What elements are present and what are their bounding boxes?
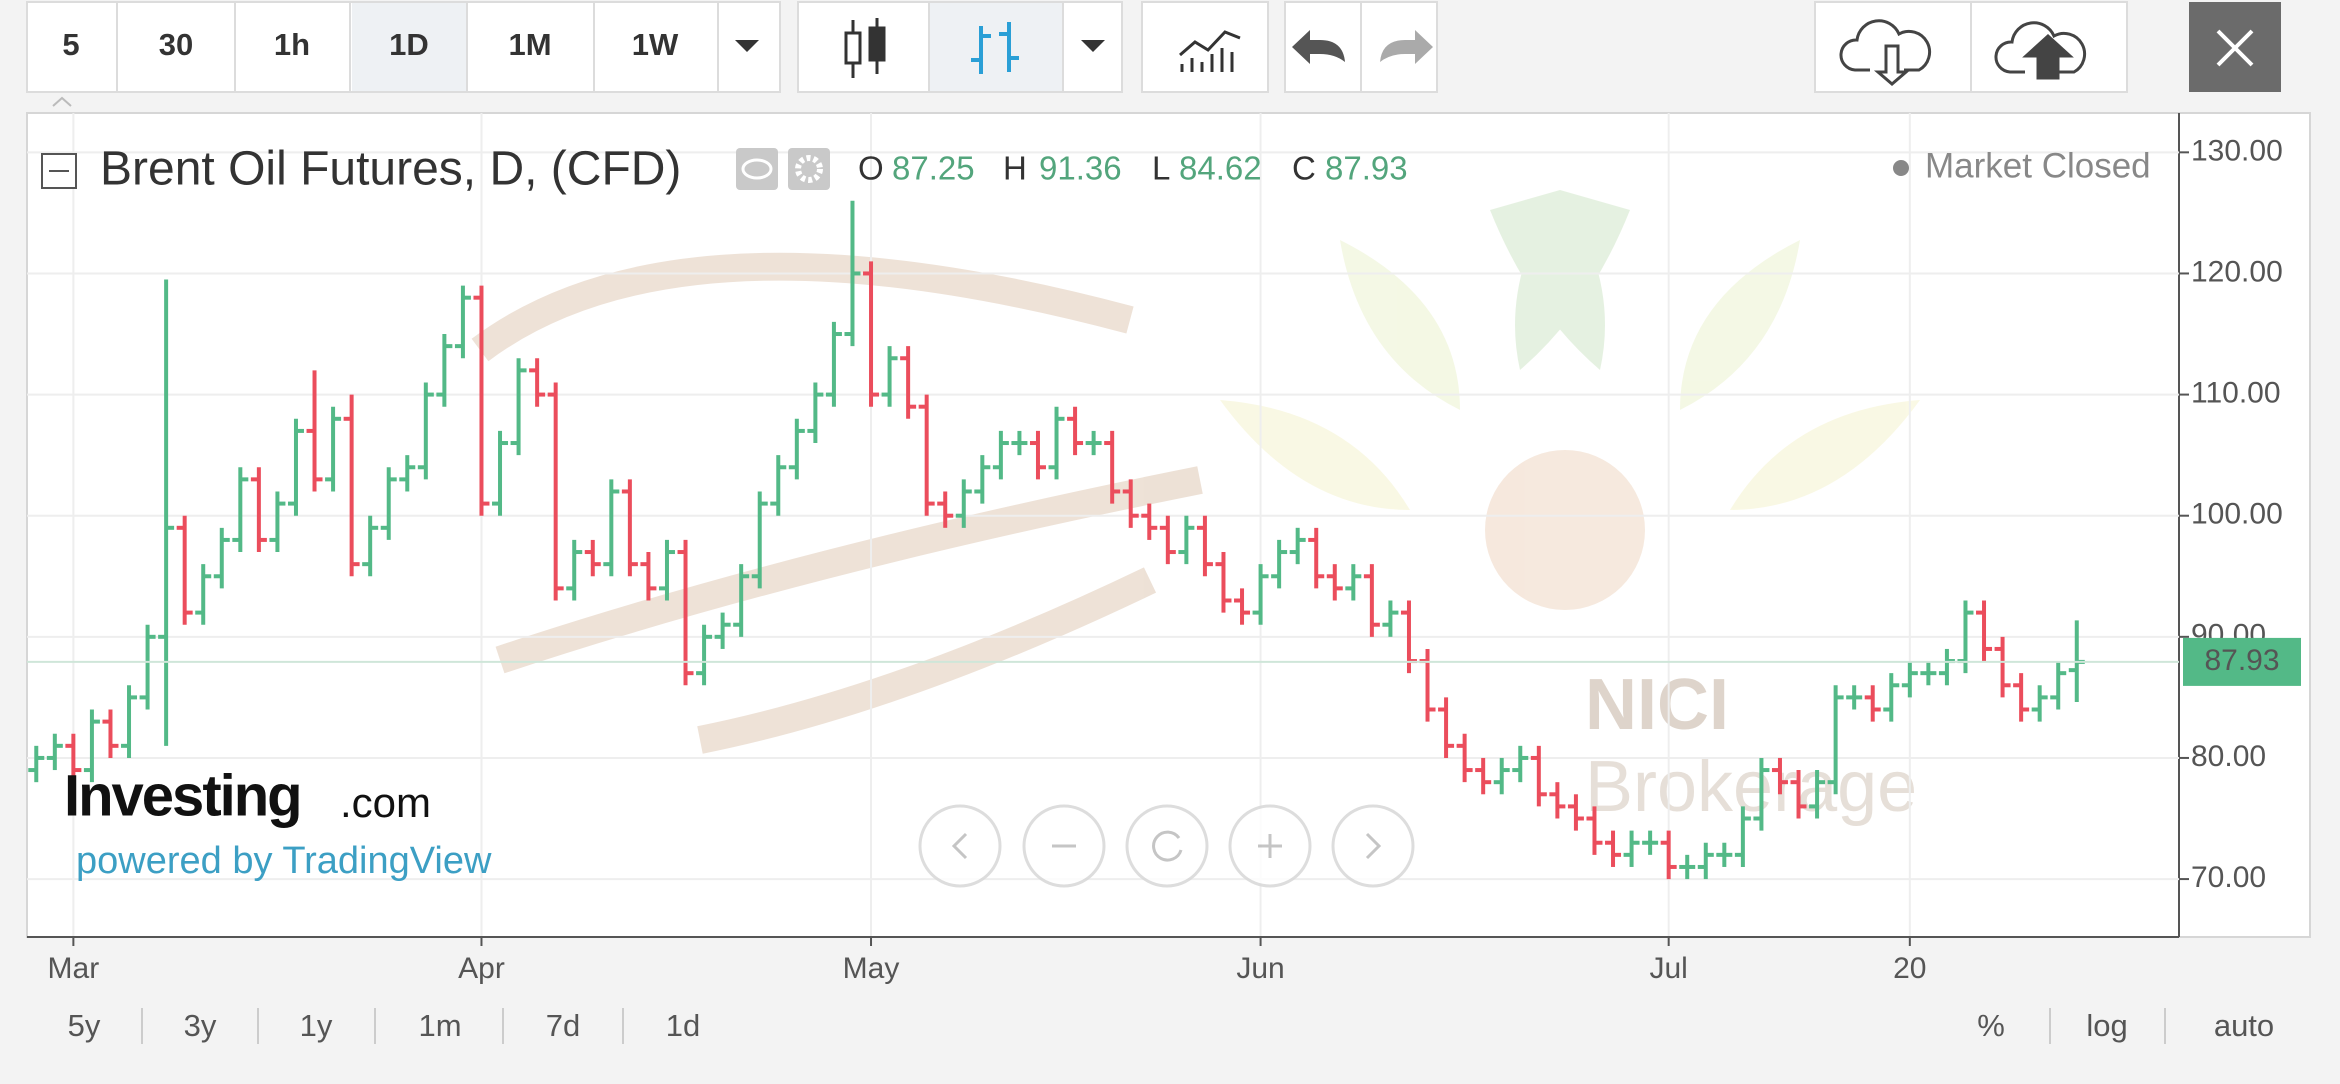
open-value: 87.25 xyxy=(892,150,975,187)
y-tick-label: 80.00 xyxy=(2191,740,2266,773)
watermark-line1: NICI xyxy=(1585,665,1729,745)
high-label: H xyxy=(1003,150,1027,187)
close-value: 87.93 xyxy=(1325,150,1408,187)
bar-icon[interactable] xyxy=(971,22,1019,74)
indicator-icon[interactable] xyxy=(1179,30,1241,72)
open-label: O xyxy=(858,150,884,187)
close-icon xyxy=(2216,29,2254,67)
range-button[interactable]: 3y xyxy=(184,1008,217,1043)
y-tick-label: 110.00 xyxy=(2191,377,2281,410)
x-tick-label: Mar xyxy=(48,952,100,985)
range-button[interactable]: 1m xyxy=(418,1008,461,1043)
interval-button[interactable]: 1M xyxy=(508,27,551,62)
candle-icon[interactable] xyxy=(844,18,886,78)
market-status: Market Closed xyxy=(1925,146,2151,185)
low-value: 84.62 xyxy=(1179,150,1262,187)
range-button[interactable]: 1y xyxy=(300,1008,333,1043)
high-value: 91.36 xyxy=(1039,150,1122,187)
x-tick-label: 20 xyxy=(1893,952,1926,985)
interval-dropdown[interactable] xyxy=(735,40,759,52)
watermark-line2: Brokerage xyxy=(1585,747,1917,827)
interval-button[interactable]: 1D xyxy=(389,27,429,62)
redo-button[interactable] xyxy=(1380,30,1433,64)
range-button[interactable]: 1d xyxy=(666,1008,700,1043)
watermark xyxy=(471,190,1920,754)
close-label: C xyxy=(1292,150,1316,187)
symbol-title: Brent Oil Futures, D, (CFD) xyxy=(100,143,681,196)
active-interval-bg xyxy=(352,3,466,91)
scale-option[interactable]: log xyxy=(2086,1008,2127,1043)
upload-cloud[interactable] xyxy=(1994,21,2087,80)
y-tick-label: 130.00 xyxy=(2191,134,2283,167)
scale-option[interactable]: auto xyxy=(2214,1008,2274,1043)
powered-by: powered by TradingView xyxy=(76,840,492,882)
range-button[interactable]: 5y xyxy=(68,1008,101,1043)
scroll-left[interactable] xyxy=(918,804,1002,888)
ui-labels: 5 30 1h 1D 1M 1W 5y 3y 1y 1m 7d 1d% log auto 70.00 80.0… xyxy=(48,27,2301,1043)
x-tick-label: Jul xyxy=(1649,952,1687,985)
footer-separators xyxy=(141,1008,2166,1044)
undo-button[interactable] xyxy=(1292,30,1345,64)
low-label: L xyxy=(1152,150,1170,187)
grid xyxy=(27,113,2189,946)
x-tick-label: May xyxy=(843,952,900,985)
logo: Investing xyxy=(64,763,301,828)
last-price-tag xyxy=(2183,637,2301,686)
scale-option[interactable]: % xyxy=(1977,1008,2005,1043)
x-tick-label: Apr xyxy=(458,952,505,985)
interval-button[interactable]: 1h xyxy=(274,27,310,62)
visibility-toggle[interactable] xyxy=(736,148,778,190)
download-cloud[interactable] xyxy=(1839,19,1932,86)
scroll-right[interactable] xyxy=(1331,804,1415,888)
y-tick-label: 120.00 xyxy=(2191,255,2283,288)
style-dropdown[interactable] xyxy=(1081,40,1105,52)
eye-icon xyxy=(741,158,773,180)
y-tick-label: 70.00 xyxy=(2191,861,2266,894)
gear-icon xyxy=(795,155,823,183)
footer-bar xyxy=(0,996,2340,1062)
y-tick-label: 100.00 xyxy=(2191,498,2283,531)
interval-button[interactable]: 30 xyxy=(159,27,193,62)
last-price-label: 87.93 xyxy=(2204,644,2279,677)
logo-suffix: .com xyxy=(340,779,431,826)
interval-button[interactable]: 5 xyxy=(62,27,79,62)
x-tick-label: Jun xyxy=(1236,952,1284,985)
price-bars xyxy=(27,200,2179,880)
collapse-arrow[interactable] xyxy=(52,96,72,107)
reset[interactable] xyxy=(1125,804,1209,888)
interval-button[interactable]: 1W xyxy=(632,27,679,62)
range-button[interactable]: 7d xyxy=(546,1008,580,1043)
navigation xyxy=(918,804,1415,888)
settings-button[interactable] xyxy=(788,148,830,190)
status-dot xyxy=(1893,160,1909,176)
